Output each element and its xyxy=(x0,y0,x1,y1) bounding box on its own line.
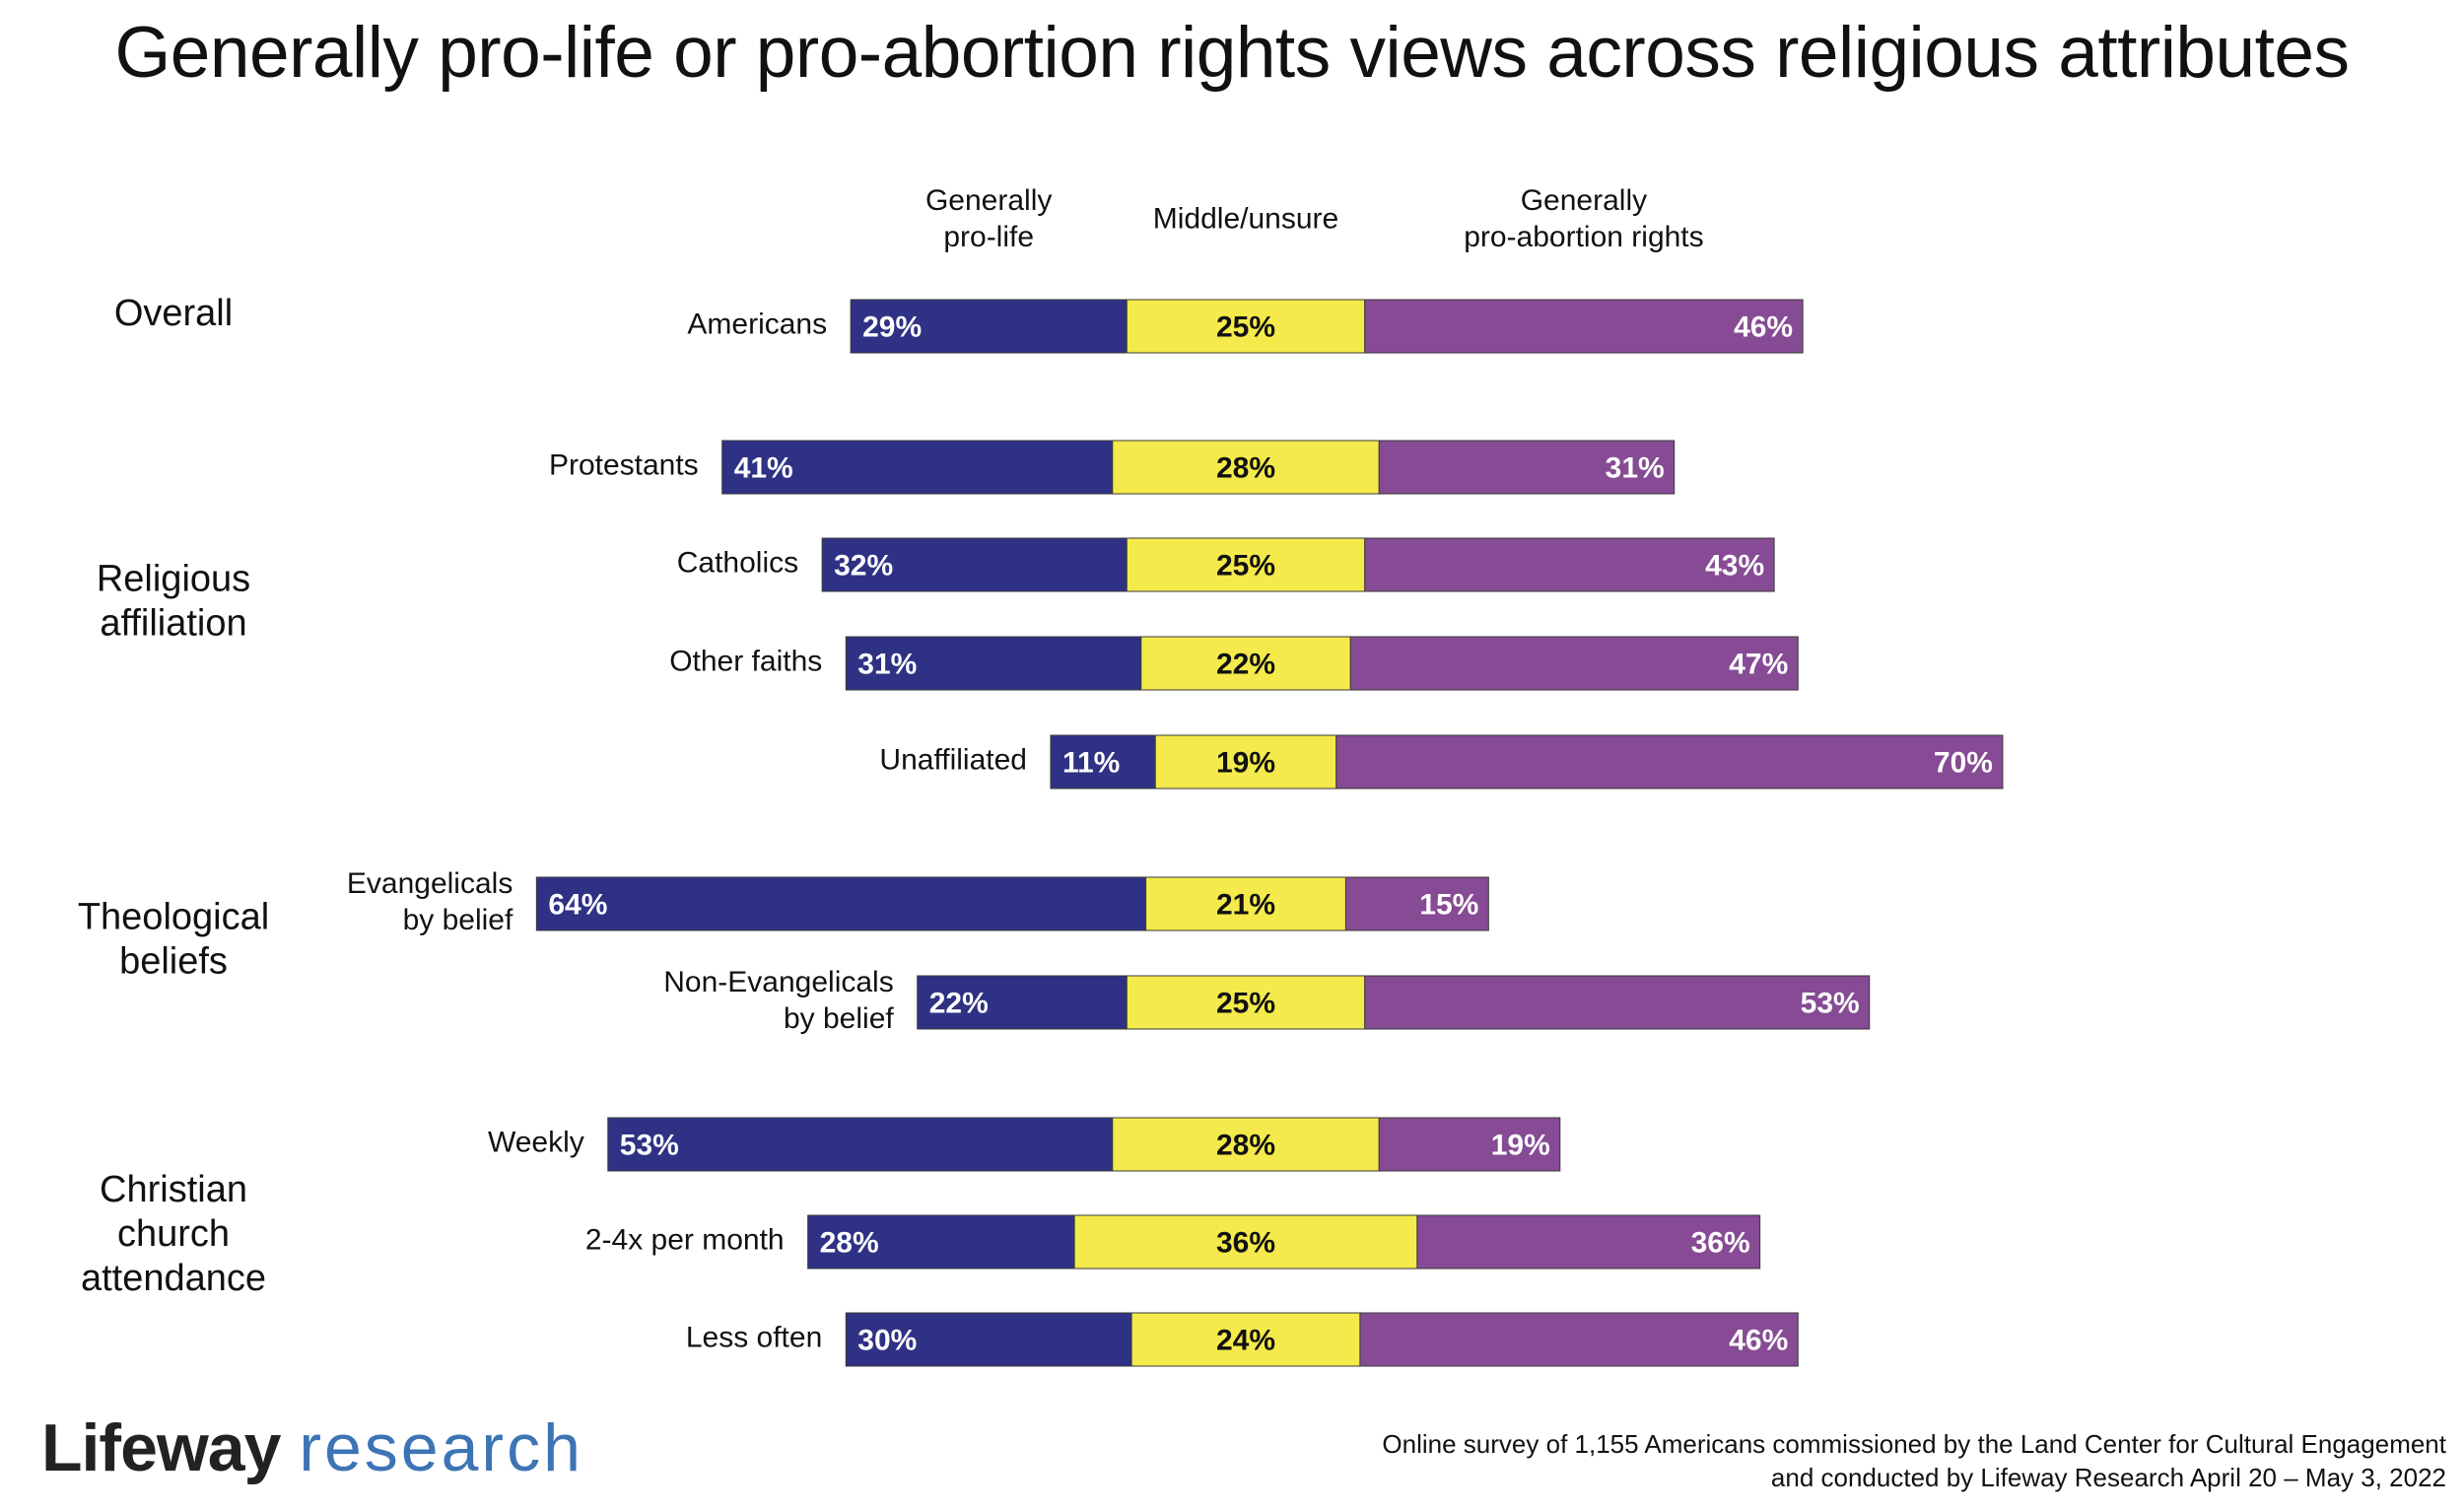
bar-segment-unaffiliated-pro-life xyxy=(1050,734,1156,790)
data-label-2-4x-per-month-middle: 36% xyxy=(1216,1227,1275,1260)
footnote-line-2: and conducted by Lifeway Research April … xyxy=(1770,1463,2446,1492)
group-label-theological-beliefs: Theological beliefs xyxy=(78,897,269,983)
bar-segment-unaffiliated-pro-abortion xyxy=(1335,734,2004,790)
row-label-americans: Americans xyxy=(687,309,827,341)
chart-title: Generally pro-life or pro-abortion right… xyxy=(114,13,2350,93)
bar-segment-americans-pro-abortion xyxy=(1364,299,1804,354)
row-label-catholics: Catholics xyxy=(677,547,798,580)
data-label-weekly-middle: 28% xyxy=(1216,1130,1275,1162)
bar-segment-evangelicals-by-belief-pro-life xyxy=(535,876,1147,931)
bar-segment-evangelicals-by-belief-middle xyxy=(1145,876,1346,931)
row-label-evangelicals-by-belief: Evangelicals by belief xyxy=(347,867,513,936)
data-label-protestants-pro-life: 41% xyxy=(734,452,793,485)
logo-sub: research xyxy=(299,1410,583,1485)
bar-segment-2-4x-per-month-pro-abortion xyxy=(1416,1214,1761,1270)
data-label-2-4x-per-month-pro-life: 28% xyxy=(820,1227,879,1260)
bar-segment-other-faiths-pro-life xyxy=(845,636,1142,691)
data-label-less-often-pro-abortion: 46% xyxy=(1729,1325,1788,1357)
data-label-protestants-middle: 28% xyxy=(1216,452,1275,485)
data-label-americans-middle: 25% xyxy=(1216,311,1275,344)
lifeway-research-logo: Lifeway research xyxy=(41,1409,583,1486)
bar-segment-protestants-pro-life xyxy=(721,440,1114,495)
bar-segment-americans-middle xyxy=(1126,299,1366,354)
data-label-americans-pro-life: 29% xyxy=(862,311,922,344)
group-label-overall: Overall xyxy=(114,293,233,334)
bar-segment-other-faiths-pro-abortion xyxy=(1349,636,1799,691)
row-label-non-evangelicals-by-belief: Non-Evangelicals by belief xyxy=(663,966,894,1035)
data-label-weekly-pro-life: 53% xyxy=(620,1130,679,1162)
bar-segment-less-often-pro-life xyxy=(845,1312,1132,1367)
data-label-less-often-pro-life: 30% xyxy=(857,1325,917,1357)
data-label-other-faiths-pro-life: 31% xyxy=(857,649,917,681)
data-label-evangelicals-by-belief-middle: 21% xyxy=(1216,889,1275,922)
bar-segment-evangelicals-by-belief-pro-abortion xyxy=(1344,876,1489,931)
footnote-line-1: Online survey of 1,155 Americans commiss… xyxy=(1382,1429,2446,1459)
legend-header-generally-pro-abortion-rights: Generally pro-abortion rights xyxy=(1464,184,1703,253)
data-label-evangelicals-by-belief-pro-life: 64% xyxy=(548,889,607,922)
data-label-less-often-middle: 24% xyxy=(1216,1325,1275,1357)
data-label-catholics-pro-abortion: 43% xyxy=(1705,550,1764,583)
group-label-religious-affiliation: Religious affiliation xyxy=(97,559,250,645)
data-label-other-faiths-pro-abortion: 47% xyxy=(1729,649,1788,681)
row-label-other-faiths: Other faiths xyxy=(669,646,822,678)
bar-segment-less-often-middle xyxy=(1130,1312,1361,1367)
bar-segment-americans-pro-life xyxy=(850,299,1128,354)
bar-segment-weekly-middle xyxy=(1112,1117,1380,1172)
legend-header-generally-pro-life: Generally pro-life xyxy=(925,184,1052,253)
bar-segment-protestants-pro-abortion xyxy=(1378,440,1676,495)
bar-segment-weekly-pro-abortion xyxy=(1378,1117,1561,1172)
row-label-protestants: Protestants xyxy=(549,449,699,482)
row-label-unaffiliated: Unaffiliated xyxy=(879,744,1027,777)
bar-segment-catholics-middle xyxy=(1126,537,1366,592)
bar-segment-2-4x-per-month-middle xyxy=(1073,1214,1418,1270)
logo-brand: Lifeway xyxy=(41,1410,281,1485)
data-label-catholics-middle: 25% xyxy=(1216,550,1275,583)
bar-segment-non-evangelicals-by-belief-middle xyxy=(1126,975,1366,1030)
legend-header-middle-unsure: Middle/unsure xyxy=(1153,203,1338,236)
data-label-americans-pro-abortion: 46% xyxy=(1734,311,1793,344)
data-label-evangelicals-by-belief-pro-abortion: 15% xyxy=(1419,889,1478,922)
data-label-non-evangelicals-by-belief-pro-abortion: 53% xyxy=(1801,988,1860,1020)
data-label-catholics-pro-life: 32% xyxy=(834,550,893,583)
data-label-2-4x-per-month-pro-abortion: 36% xyxy=(1691,1227,1750,1260)
bar-segment-unaffiliated-middle xyxy=(1154,734,1337,790)
bar-segment-catholics-pro-abortion xyxy=(1364,537,1775,592)
bar-segment-2-4x-per-month-pro-life xyxy=(807,1214,1075,1270)
data-label-weekly-pro-abortion: 19% xyxy=(1491,1130,1550,1162)
data-label-unaffiliated-pro-life: 11% xyxy=(1062,747,1120,780)
bar-segment-non-evangelicals-by-belief-pro-life xyxy=(917,975,1128,1030)
data-label-other-faiths-middle: 22% xyxy=(1216,649,1275,681)
bar-segment-weekly-pro-life xyxy=(607,1117,1114,1172)
bar-segment-protestants-middle xyxy=(1112,440,1380,495)
survey-footnote: Online survey of 1,155 Americans commiss… xyxy=(1382,1427,2446,1494)
group-label-christian-church-attendance: Christian church attendance xyxy=(81,1169,266,1299)
bar-segment-other-faiths-middle xyxy=(1140,636,1351,691)
row-label-less-often: Less often xyxy=(686,1322,822,1354)
bar-segment-non-evangelicals-by-belief-pro-abortion xyxy=(1364,975,1871,1030)
data-label-non-evangelicals-by-belief-pro-life: 22% xyxy=(929,988,989,1020)
data-label-unaffiliated-middle: 19% xyxy=(1216,747,1275,780)
bar-segment-less-often-pro-abortion xyxy=(1359,1312,1799,1367)
data-label-non-evangelicals-by-belief-middle: 25% xyxy=(1216,988,1275,1020)
row-label-2-4x-per-month: 2-4x per month xyxy=(585,1224,785,1257)
data-label-protestants-pro-abortion: 31% xyxy=(1606,452,1665,485)
bar-segment-catholics-pro-life xyxy=(821,537,1128,592)
row-label-weekly: Weekly xyxy=(488,1127,584,1159)
data-label-unaffiliated-pro-abortion: 70% xyxy=(1934,747,1993,780)
